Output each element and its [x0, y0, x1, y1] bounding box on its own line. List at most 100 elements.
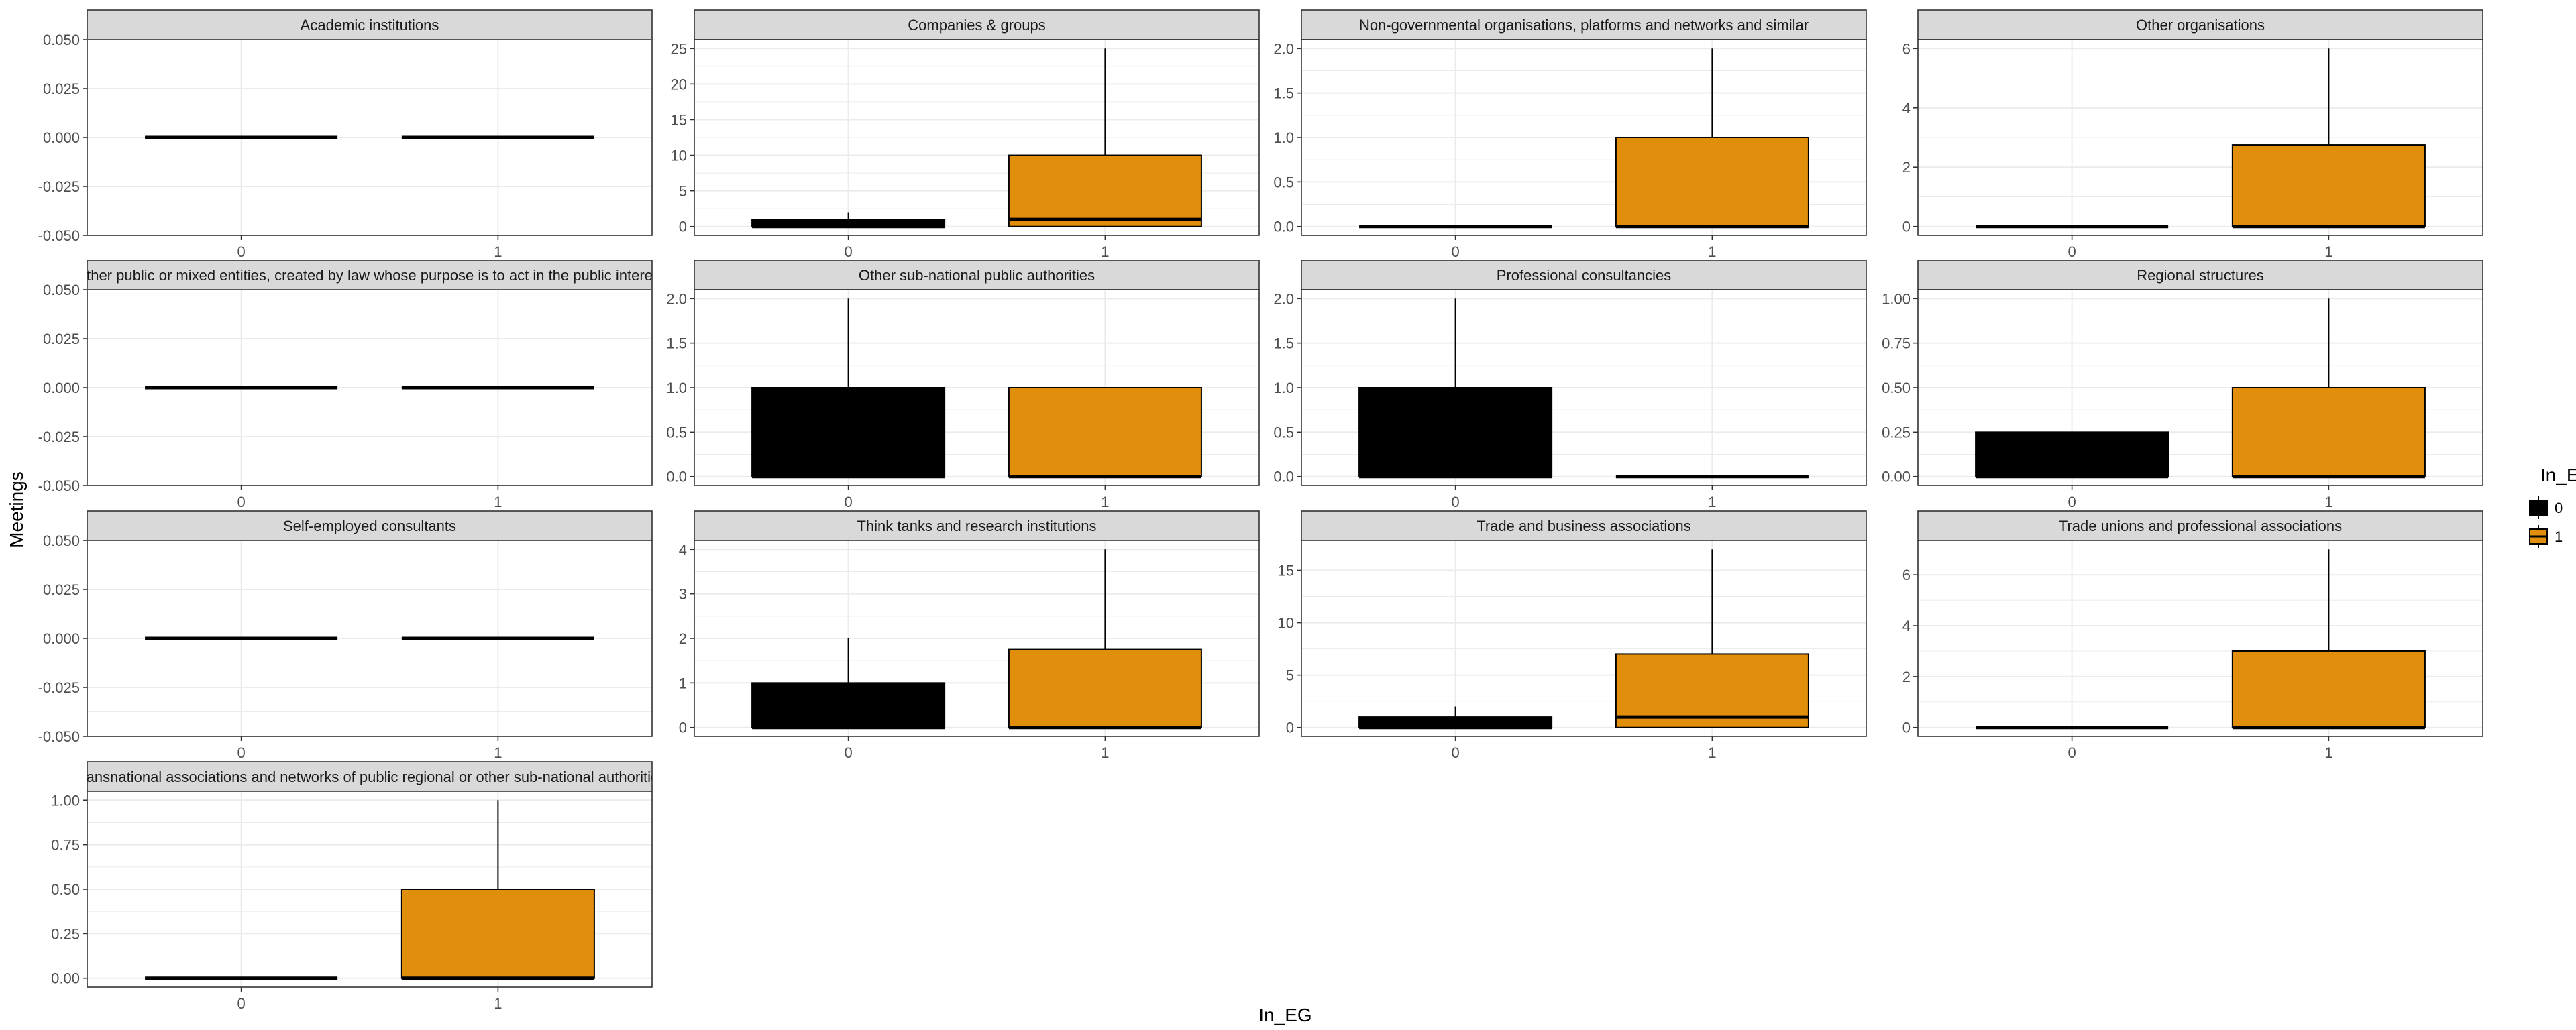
facet-panel: Non-governmental organisations, platform…	[1273, 9, 1867, 260]
y-tick-label: 0.5	[666, 424, 687, 441]
facet-panel: Regional structures 0.00 0.25 0.50 0.75 1.00 0…	[1882, 260, 2483, 510]
x-tick-label: 0	[237, 494, 245, 510]
legend-label: 0	[2555, 500, 2563, 516]
y-tick-label: 2	[679, 630, 687, 647]
facet-panel: Trade and business associations 0 5 10 15 0 1	[1278, 510, 1867, 761]
box-rect	[1008, 648, 1202, 728]
box-rect	[2231, 387, 2426, 477]
facet-strip	[694, 9, 1260, 40]
y-tick-label: 0.025	[43, 331, 80, 347]
facet-strip-title: Think tanks and research institutions	[857, 518, 1096, 534]
y-tick-label: 0.000	[43, 380, 80, 396]
y-tick-label: -0.050	[38, 728, 80, 745]
facet-strip	[87, 260, 653, 290]
x-tick-label: 0	[1451, 744, 1459, 761]
y-tick-label: 0.5	[1273, 174, 1294, 190]
y-tick-label: 0.50	[1882, 380, 1911, 396]
box-rect	[2231, 144, 2426, 227]
y-tick-label: 0	[1902, 219, 1911, 235]
x-tick-label: 1	[1708, 494, 1716, 510]
y-tick-label: 0	[1286, 720, 1294, 736]
box-rect	[751, 682, 946, 728]
x-tick-label: 1	[1101, 744, 1109, 761]
y-tick-label: 0.0	[1273, 469, 1294, 485]
y-tick-label: 0.050	[43, 32, 80, 48]
y-tick-label: 1.5	[666, 335, 687, 352]
x-tick-label: 0	[844, 744, 852, 761]
y-tick-label: 1.5	[1273, 85, 1294, 102]
facet-strip	[694, 260, 1260, 290]
x-tick-label: 1	[494, 243, 502, 260]
facet-panels: Academic institutions-0.050-0.0250.0000.…	[38, 9, 2483, 1012]
facet-strip-title: Regional structures	[2137, 267, 2264, 284]
y-tick-label: 10	[1278, 615, 1294, 632]
legend-key	[2529, 496, 2548, 519]
facet-strip	[87, 761, 653, 792]
x-tick-label: 1	[494, 494, 502, 510]
facet-strip-title: Trade unions and professional associatio…	[2059, 518, 2342, 534]
y-tick-label: 20	[671, 76, 687, 93]
facet-panel: Other organisations 0 2 4 6 0 1	[1902, 9, 2483, 260]
y-tick-label: 4	[679, 541, 687, 558]
y-tick-label: 4	[1902, 100, 1911, 117]
x-tick-label: 1	[1101, 494, 1109, 510]
y-tick-label: -0.050	[38, 227, 80, 244]
facet-strip	[1917, 510, 2483, 541]
y-tick-label: 2.0	[1273, 40, 1294, 57]
box-rect	[751, 387, 946, 477]
facet-strip-title: Professional consultancies	[1497, 267, 1671, 284]
y-tick-label: 0	[679, 720, 687, 736]
y-axis-title: Meetings	[6, 471, 27, 548]
facet-panel: Academic institutions -0.050 -0.025 0.000 0.…	[38, 9, 653, 260]
y-tick-label: 0.75	[1882, 335, 1911, 352]
y-tick-label: 0.75	[51, 837, 80, 854]
y-tick-label: 15	[1278, 563, 1294, 579]
y-tick-label: 0.000	[43, 630, 80, 647]
x-tick-label: 0	[2068, 744, 2076, 761]
x-axis-title: In_EG	[1258, 1005, 1311, 1025]
y-tick-label: 6	[1902, 40, 1911, 57]
legend-key	[2529, 525, 2548, 548]
x-tick-label: 1	[2324, 744, 2332, 761]
facet-strip	[694, 510, 1260, 541]
y-tick-label: 1.00	[1882, 290, 1911, 307]
facet-panel: Other sub-national public authorities 0.0…	[666, 260, 1260, 510]
x-tick-label: 0	[237, 744, 245, 761]
facet-strip-title: Companies & groups	[908, 17, 1045, 34]
facet-strip-title: Self-employed consultants	[283, 518, 456, 534]
box-rect	[1008, 154, 1202, 227]
y-tick-label: 0.25	[51, 925, 80, 942]
y-tick-label: 0.0	[666, 469, 687, 485]
facet-strip	[1301, 510, 1867, 541]
x-tick-label: 0	[1451, 494, 1459, 510]
legend-label: 1	[2555, 528, 2563, 545]
y-tick-label: 0.00	[1882, 469, 1911, 485]
facet-strip-title: Trade and business associations	[1477, 518, 1691, 534]
x-tick-label: 0	[1451, 243, 1459, 260]
legend: In_EG 0 1	[2529, 465, 2576, 548]
x-tick-label: 1	[1708, 744, 1716, 761]
box-rect	[400, 889, 595, 979]
y-tick-label: 0.0	[1273, 219, 1294, 235]
x-tick-label: 1	[494, 744, 502, 761]
box-rect	[1615, 137, 1809, 227]
y-tick-label: 0.00	[51, 970, 80, 987]
y-tick-label: 2	[1902, 669, 1911, 685]
facet-panel: Professional consultancies 0.0 0.5 1.0 1.5 2.…	[1273, 260, 1867, 510]
y-tick-label: 1.0	[1273, 129, 1294, 146]
x-tick-label: 1	[1101, 243, 1109, 260]
facet-strip	[87, 9, 653, 40]
x-tick-label: 0	[237, 243, 245, 260]
y-tick-label: 25	[671, 40, 687, 57]
y-tick-label: 1	[679, 675, 687, 691]
y-tick-label: 3	[679, 586, 687, 603]
y-tick-label: 0	[1902, 720, 1911, 736]
y-tick-label: 6	[1902, 567, 1911, 583]
y-tick-label: 0.025	[43, 581, 80, 598]
y-tick-label: 0.5	[1273, 424, 1294, 441]
y-tick-label: 1.0	[1273, 380, 1294, 396]
x-tick-label: 0	[2068, 243, 2076, 260]
y-tick-label: 0.000	[43, 129, 80, 146]
box-rect	[1008, 387, 1202, 477]
